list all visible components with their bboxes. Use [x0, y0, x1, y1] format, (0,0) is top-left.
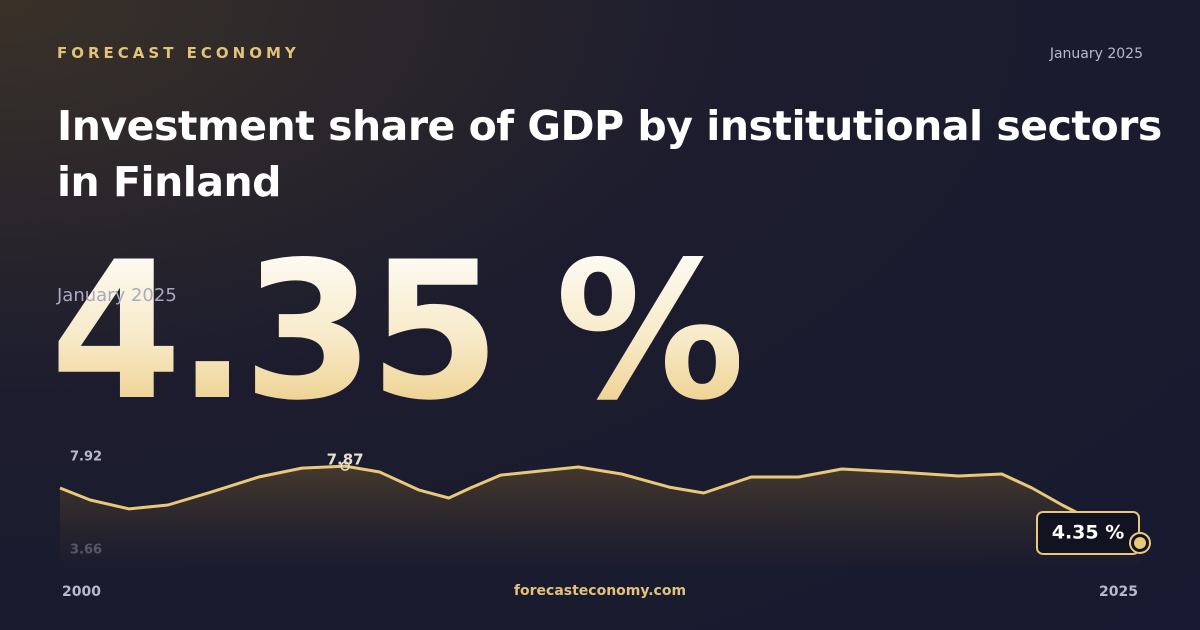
y-tick-label: 7.92 [70, 450, 102, 465]
footer: forecasteconomy.com [513, 583, 687, 599]
line [59, 464, 1141, 545]
end-label: 4.35 % [1052, 521, 1125, 543]
headline-date: January 2025 [57, 285, 177, 306]
area-fill [60, 466, 1140, 565]
title: Investment share of GDP by institutional… [57, 102, 1162, 206]
x-tick-label: 2025 [1099, 584, 1138, 600]
end-point [1134, 536, 1146, 549]
x-tick-label: 2000 [62, 584, 101, 600]
date: January 2025 [1049, 46, 1143, 62]
brand: FORECAST ECONOMY [57, 44, 300, 62]
headline-value: 4.35 % [50, 221, 745, 442]
max-label: 7.87 [327, 451, 364, 469]
max-point [340, 461, 350, 471]
